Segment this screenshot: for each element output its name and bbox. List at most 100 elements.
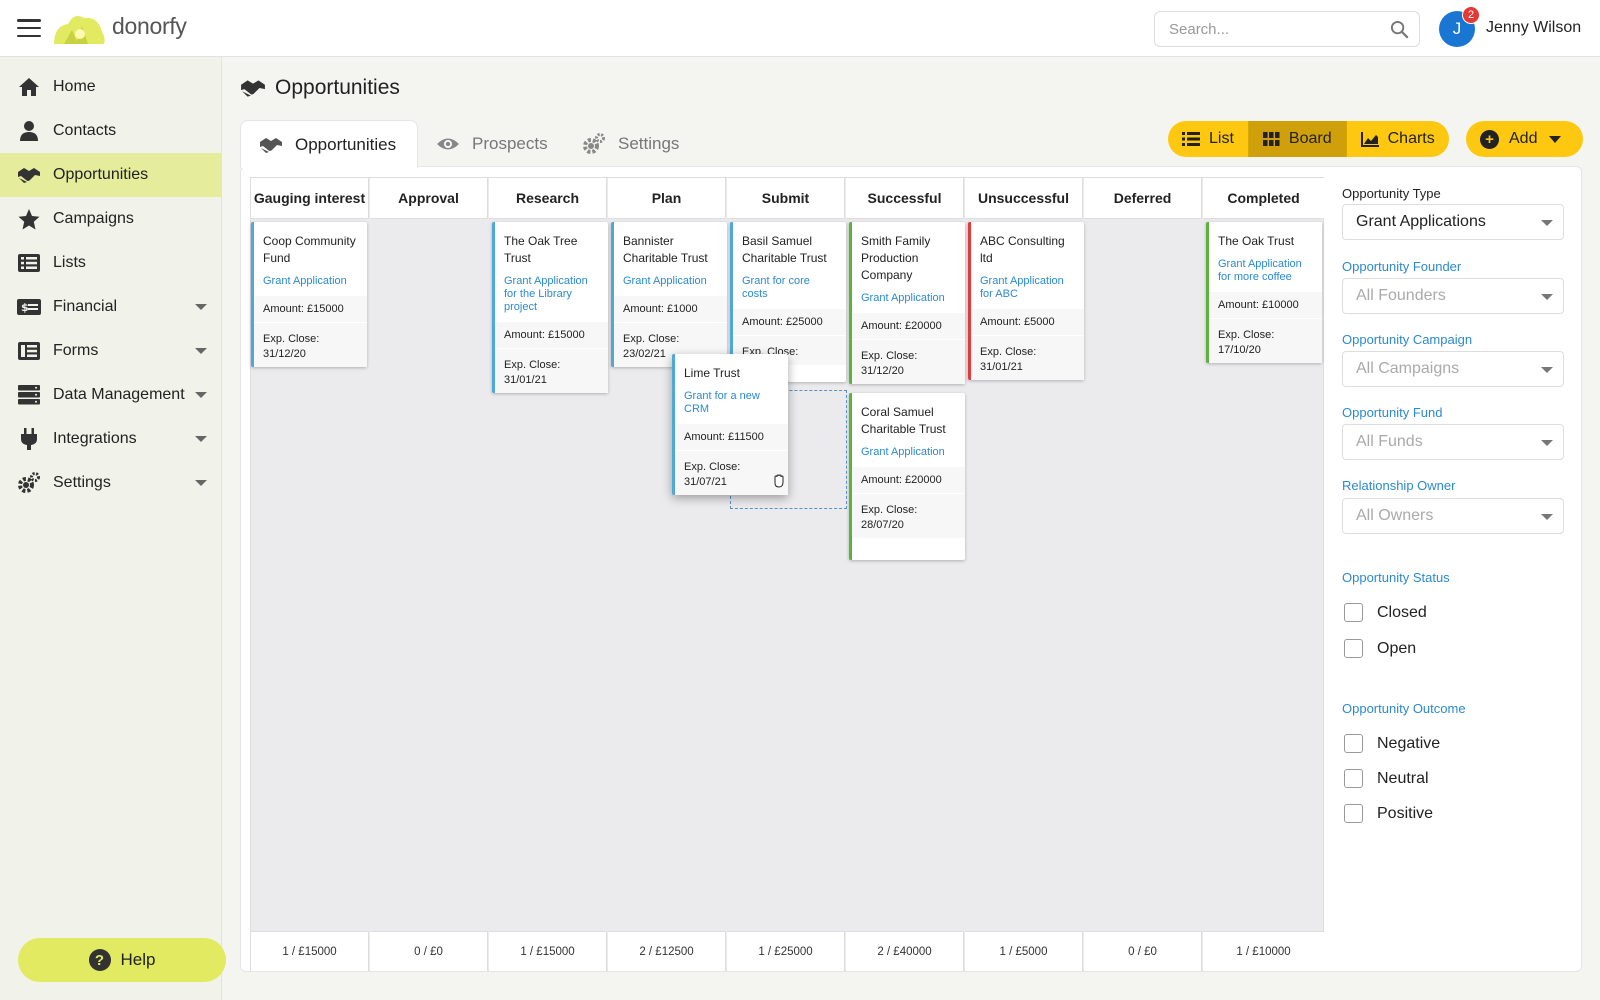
chevron-down-icon	[1541, 440, 1553, 446]
card-type-link[interactable]: Grant Application for ABC	[980, 275, 1064, 300]
card-type-link[interactable]: Grant Application	[623, 275, 707, 287]
checkbox-label: Closed	[1377, 603, 1427, 621]
sidebar-item-opportunities[interactable]: Opportunities	[0, 153, 221, 197]
add-button[interactable]: + Add	[1466, 121, 1583, 157]
card-type-link[interactable]: Grant Application	[861, 446, 945, 458]
card-amount: Amount: £25000	[733, 309, 846, 335]
sidebar-item-label: Contacts	[53, 122, 117, 139]
tab-label: Opportunities	[295, 134, 397, 154]
sidebar-item-label: Lists	[53, 254, 86, 271]
checkbox-label: Negative	[1377, 734, 1441, 752]
svg-text:$: $	[21, 301, 29, 314]
search-input[interactable]	[1155, 12, 1375, 46]
sidebar-item-forms[interactable]: Forms	[0, 329, 221, 373]
card-org: Coral Samuel Charitable Trust	[861, 405, 946, 436]
card-type-link[interactable]: Grant Application	[861, 292, 945, 304]
opportunity-card[interactable]: The Oak Trust Grant Application for more…	[1206, 222, 1322, 363]
help-button[interactable]: ? Help	[18, 938, 226, 982]
app-name: donorfy	[112, 12, 187, 39]
board-view-button[interactable]: Board	[1248, 121, 1347, 157]
sidebar-item-integrations[interactable]: Integrations	[0, 417, 221, 461]
close-date: 17/10/20	[1218, 344, 1261, 356]
card-type-link[interactable]: Grant Application for more coffee	[1218, 258, 1302, 283]
view-toggle-group: List Board Charts	[1168, 121, 1449, 157]
card-amount: Amount: £1000	[614, 296, 727, 322]
card-type-link[interactable]: Grant for a new CRM	[684, 390, 760, 415]
relationship-owner-select[interactable]: All Owners	[1342, 498, 1564, 534]
sidebar-item-label: Home	[53, 78, 96, 95]
search-icon[interactable]	[1390, 20, 1409, 44]
outcome-neutral-checkbox[interactable]: Neutral	[1344, 769, 1429, 788]
tab-settings[interactable]: Settings	[582, 120, 679, 167]
list-view-button[interactable]: List	[1168, 121, 1249, 157]
card-amount: Amount: £5000	[971, 309, 1084, 335]
opportunity-campaign-select[interactable]: All Campaigns	[1342, 351, 1564, 387]
opportunity-card[interactable]: Coral Samuel Charitable Trust Grant Appl…	[849, 393, 965, 560]
close-date: 31/12/20	[263, 348, 306, 360]
card-amount: Amount: £15000	[254, 296, 367, 322]
opportunity-fund-select[interactable]: All Funds	[1342, 424, 1564, 460]
opportunity-card[interactable]: Smith Family Production Company Grant Ap…	[849, 222, 965, 384]
handshake-icon	[240, 78, 266, 103]
filter-label: Opportunity Outcome	[1342, 701, 1466, 716]
filter-label: Opportunity Founder	[1342, 259, 1462, 274]
sidebar-item-home[interactable]: Home	[0, 65, 221, 109]
card-org: The Oak Tree Trust	[504, 234, 578, 265]
card-close: Exp. Close:	[733, 335, 846, 365]
card-type-link[interactable]: Grant for core costs	[742, 275, 810, 300]
column-header: Plan	[608, 178, 726, 219]
sidebar-item-settings[interactable]: Settings	[0, 461, 221, 505]
opportunity-card[interactable]: Coop Community Fund Grant Application Am…	[251, 222, 367, 367]
search-box[interactable]	[1154, 11, 1420, 47]
forms-icon	[17, 340, 41, 362]
chevron-down-icon[interactable]	[195, 348, 207, 354]
checkbox-box[interactable]	[1344, 603, 1363, 622]
chevron-down-icon[interactable]	[195, 304, 207, 310]
chevron-down-icon[interactable]	[195, 436, 207, 442]
tab-opportunities[interactable]: Opportunities	[240, 120, 418, 168]
checkbox-box[interactable]	[1344, 769, 1363, 788]
opportunity-founder-select[interactable]: All Founders	[1342, 278, 1564, 314]
opportunity-type-select[interactable]: Grant Applications	[1342, 204, 1564, 240]
sidebar-item-label: Campaigns	[53, 210, 134, 227]
sidebar-item-campaigns[interactable]: Campaigns	[0, 197, 221, 241]
opportunity-card[interactable]: ABC Consulting ltd Grant Application for…	[968, 222, 1084, 380]
sidebar-item-label: Forms	[53, 342, 99, 359]
chevron-down-icon[interactable]	[1549, 135, 1562, 143]
card-type-link[interactable]: Grant Application	[263, 275, 347, 287]
card-close: Exp. Close: 31/01/21	[495, 348, 608, 393]
sidebar-item-financial[interactable]: $ Financial	[0, 285, 221, 329]
money-icon: $	[17, 296, 41, 318]
status-closed-checkbox[interactable]: Closed	[1344, 603, 1427, 622]
outcome-negative-checkbox[interactable]: Negative	[1344, 734, 1440, 753]
sidebar-item-data-management[interactable]: Data Management	[0, 373, 221, 417]
close-label: Exp. Close:	[861, 504, 918, 516]
card-amount: Amount: £20000	[852, 313, 965, 339]
sidebar-item-contacts[interactable]: Contacts	[0, 109, 221, 153]
select-value: All Funds	[1356, 433, 1423, 450]
sidebar-item-lists[interactable]: Lists	[0, 241, 221, 285]
logo[interactable]: donorfy	[50, 8, 187, 44]
select-value: All Founders	[1356, 287, 1446, 304]
view-label: List	[1209, 130, 1234, 147]
notification-badge[interactable]: 2	[1462, 6, 1480, 24]
hamburger-menu-icon[interactable]	[17, 19, 41, 37]
tab-prospects[interactable]: Prospects	[436, 120, 548, 167]
charts-view-button[interactable]: Charts	[1346, 121, 1449, 157]
opportunity-card[interactable]: The Oak Tree Trust Grant Application for…	[492, 222, 608, 393]
checkbox-box[interactable]	[1344, 639, 1363, 658]
chevron-down-icon[interactable]	[195, 480, 207, 486]
outcome-positive-checkbox[interactable]: Positive	[1344, 804, 1433, 823]
card-org: Smith Family Production Company	[861, 234, 931, 282]
add-label: Add	[1509, 130, 1538, 147]
status-open-checkbox[interactable]: Open	[1344, 639, 1416, 658]
dragged-opportunity-card[interactable]: Lime Trust Grant for a new CRM Amount: £…	[672, 354, 788, 495]
checkbox-box[interactable]	[1344, 734, 1363, 753]
select-value: Grant Applications	[1356, 213, 1486, 230]
view-label: Board	[1288, 130, 1332, 147]
user-name[interactable]: Jenny Wilson	[1486, 19, 1582, 36]
checkbox-box[interactable]	[1344, 804, 1363, 823]
card-type-link[interactable]: Grant Application for the Library projec…	[504, 275, 588, 313]
chevron-down-icon[interactable]	[195, 392, 207, 398]
opportunity-card[interactable]: Bannister Charitable Trust Grant Applica…	[611, 222, 727, 367]
